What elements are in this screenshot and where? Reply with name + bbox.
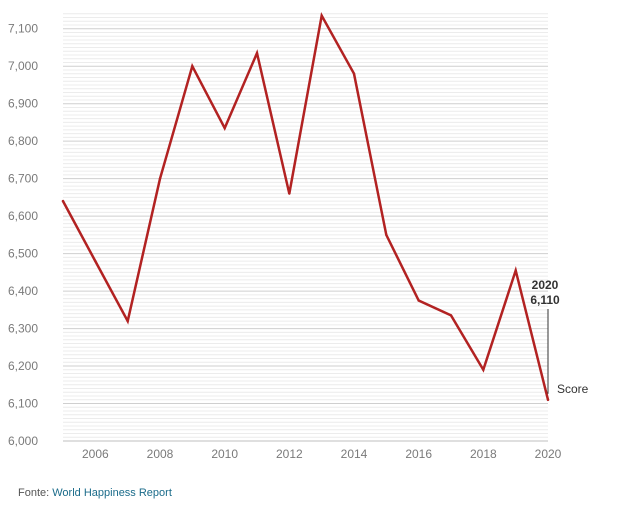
y-tick-label: 6,400	[8, 284, 38, 298]
data-point	[61, 199, 65, 203]
source-prefix: Fonte:	[18, 487, 50, 499]
y-tick-label: 6,800	[8, 134, 38, 148]
x-tick-label: 2018	[470, 447, 497, 461]
annotation-value: 6,110	[530, 293, 560, 307]
data-point	[191, 65, 194, 68]
x-tick-label: 2010	[211, 447, 238, 461]
y-tick-label: 7,000	[8, 59, 38, 73]
data-point	[514, 269, 517, 272]
data-point	[417, 299, 420, 302]
source-note: Fonte: World Happiness Report	[18, 487, 172, 499]
y-tick-label: 6,500	[8, 247, 38, 261]
x-axis: 2006 2008 2010 2012 2014 2016 2018 2020	[82, 447, 562, 461]
series-line-score	[61, 11, 550, 402]
chart: 6,000 6,100 6,200 6,300 6,400 6,500 6,600 6,700…	[8, 11, 589, 461]
series-label-score: Score	[557, 382, 589, 396]
x-tick-label: 2012	[276, 447, 303, 461]
y-tick-label: 6,900	[8, 97, 38, 111]
y-axis: 6,000 6,100 6,200 6,300 6,400 6,500 6,600 6,700…	[8, 22, 38, 448]
source-link[interactable]: World Happiness Report	[52, 487, 172, 499]
y-tick-label: 6,200	[8, 359, 38, 373]
x-tick-label: 2014	[341, 447, 368, 461]
data-point	[482, 368, 485, 371]
x-tick-label: 2016	[405, 447, 432, 461]
x-tick-label: 2006	[82, 447, 109, 461]
y-tick-label: 6,600	[8, 209, 38, 223]
data-point	[546, 398, 550, 401]
data-point	[126, 319, 129, 323]
data-point	[352, 72, 356, 75]
data-point	[223, 126, 226, 130]
x-tick-label: 2008	[147, 447, 174, 461]
data-point	[320, 14, 323, 17]
series-layer: Score	[61, 11, 589, 402]
data-point	[385, 233, 388, 237]
data-point	[158, 177, 162, 180]
data-point	[288, 192, 291, 195]
y-tick-label: 6,100	[8, 397, 38, 411]
data-point	[94, 259, 97, 263]
annotation-year: 2020	[532, 278, 559, 292]
y-tick-label: 6,300	[8, 322, 38, 336]
data-point	[255, 51, 259, 55]
y-tick-label: 6,000	[8, 434, 38, 448]
grid-lines	[63, 13, 548, 442]
data-point	[449, 314, 453, 317]
y-tick-label: 6,700	[8, 172, 38, 186]
x-tick-label: 2020	[535, 447, 562, 461]
y-tick-label: 7,100	[8, 22, 38, 36]
